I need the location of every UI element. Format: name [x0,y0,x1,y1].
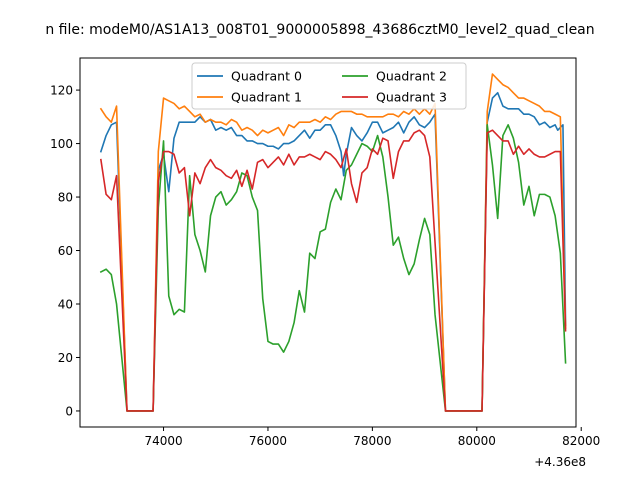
legend-label-quadrant-0: Quadrant 0 [231,69,302,84]
y-tick-label: 120 [50,84,73,98]
x-tick-label: 80000 [458,434,496,448]
legend-label-quadrant-1: Quadrant 1 [231,90,302,105]
series-line-quadrant-1 [99,73,567,412]
x-tick-label: 78000 [353,434,391,448]
legend-label-quadrant-2: Quadrant 2 [376,69,447,84]
chart-title: n file: modeM0/AS1A13_008T01_9000005898_… [45,22,594,38]
series-line-quadrant-3 [99,129,567,412]
series-line-quadrant-0 [99,91,567,412]
y-tick-label: 20 [58,351,73,365]
axes-layer: 74000 76000 78000 80000 82000 0 20 40 60 80 100 120 [50,57,600,448]
y-tick-label: 40 [58,298,73,312]
legend-box [191,62,467,110]
y-tick-label: 80 [58,191,73,205]
y-tick-label: 0 [65,404,73,418]
y-tick-label: 100 [50,137,73,151]
axes-frame [79,57,577,428]
legend-label-quadrant-3: Quadrant 3 [376,90,447,105]
x-tick-label: 74000 [144,434,182,448]
y-tick-label: 60 [58,244,73,258]
legend: Quadrant 0 Quadrant 1 Quadrant 2 Quadrant 3 [191,62,467,110]
x-tick-label: 76000 [249,434,287,448]
series-line-quadrant-2 [99,124,567,412]
x-tick-label: 82000 [562,434,600,448]
x-axis-offset-label: +4.36e8 [534,455,586,469]
series-layer [99,73,567,412]
